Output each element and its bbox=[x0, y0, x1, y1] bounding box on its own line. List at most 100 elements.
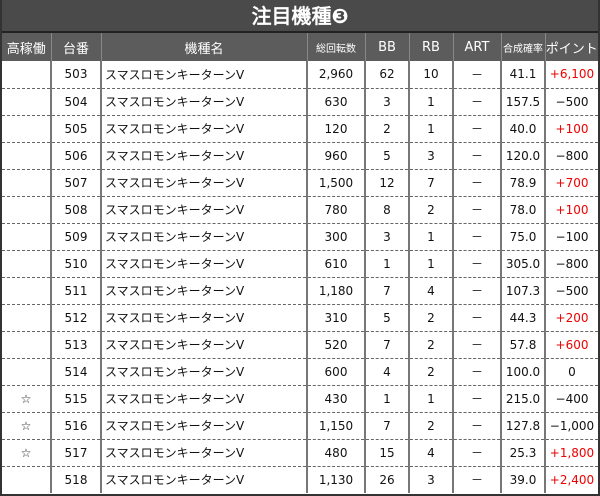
point: +200 bbox=[544, 304, 598, 332]
point: +1,800 bbox=[544, 439, 598, 467]
machine-no: 505 bbox=[50, 115, 101, 143]
header-bb: BB bbox=[364, 33, 409, 61]
bb-count: 12 bbox=[364, 169, 409, 197]
machine-no: 506 bbox=[50, 142, 101, 170]
high-usage-star bbox=[2, 196, 51, 224]
table-row: 510 スマスロモンキーターンV 610 1 1 － 305.0 −800 bbox=[2, 250, 598, 278]
bb-count: 8 bbox=[364, 196, 409, 224]
total-spins: 630 bbox=[306, 88, 365, 116]
art-count: － bbox=[452, 466, 501, 493]
high-usage-star bbox=[2, 223, 51, 251]
total-spins: 1,130 bbox=[306, 466, 365, 493]
machine-no: 510 bbox=[50, 250, 101, 278]
art-count: － bbox=[452, 169, 501, 197]
point: −100 bbox=[544, 223, 598, 251]
machine-name: スマスロモンキーターンV bbox=[100, 250, 307, 278]
table-row: 513 スマスロモンキーターンV 520 7 2 － 57.8 +600 bbox=[2, 331, 598, 359]
point: −1,000 bbox=[544, 412, 598, 440]
rb-count: 1 bbox=[408, 250, 453, 278]
art-count: － bbox=[452, 142, 501, 170]
point: −500 bbox=[544, 88, 598, 116]
point: 0 bbox=[544, 358, 598, 386]
table-row: 509 スマスロモンキーターンV 300 3 1 － 75.0 −100 bbox=[2, 223, 598, 251]
point: +600 bbox=[544, 331, 598, 359]
table-row: 503 スマスロモンキーターンV 2,960 62 10 － 41.1 +6,100 bbox=[2, 61, 598, 89]
rb-count: 3 bbox=[408, 466, 453, 493]
bb-count: 4 bbox=[364, 358, 409, 386]
combined-rate: 75.0 bbox=[500, 223, 545, 251]
art-count: － bbox=[452, 61, 501, 89]
table-row: ☆ 517 スマスロモンキーターンV 480 15 4 － 25.3 +1,800 bbox=[2, 439, 598, 467]
machine-name: スマスロモンキーターンV bbox=[100, 304, 307, 332]
table-row: 505 スマスロモンキーターンV 120 2 1 － 40.0 +100 bbox=[2, 115, 598, 143]
combined-rate: 25.3 bbox=[500, 439, 545, 467]
combined-rate: 44.3 bbox=[500, 304, 545, 332]
art-count: － bbox=[452, 223, 501, 251]
rb-count: 1 bbox=[408, 223, 453, 251]
combined-rate: 78.9 bbox=[500, 169, 545, 197]
table-row: 514 スマスロモンキーターンV 600 4 2 － 100.0 0 bbox=[2, 358, 598, 386]
header-row: 高稼働 台番 機種名 総回転数 BB RB ART 合成確率 ポイント bbox=[2, 33, 598, 61]
table-row: 506 スマスロモンキーターンV 960 5 3 － 120.0 −800 bbox=[2, 142, 598, 170]
bb-count: 5 bbox=[364, 304, 409, 332]
art-count: － bbox=[452, 88, 501, 116]
table-row: 512 スマスロモンキーターンV 310 5 2 － 44.3 +200 bbox=[2, 304, 598, 332]
combined-rate: 215.0 bbox=[500, 385, 545, 413]
high-usage-star bbox=[2, 61, 51, 89]
art-count: － bbox=[452, 115, 501, 143]
bb-count: 7 bbox=[364, 412, 409, 440]
machine-name: スマスロモンキーターンV bbox=[100, 115, 307, 143]
rb-count: 1 bbox=[408, 385, 453, 413]
machine-no: 516 bbox=[50, 412, 101, 440]
point: +6,100 bbox=[544, 61, 598, 89]
rb-count: 7 bbox=[408, 169, 453, 197]
high-usage-star: ☆ bbox=[2, 412, 51, 440]
high-usage-star bbox=[2, 304, 51, 332]
machine-no: 515 bbox=[50, 385, 101, 413]
high-usage-star: ☆ bbox=[2, 385, 51, 413]
total-spins: 780 bbox=[306, 196, 365, 224]
header-machine-name: 機種名 bbox=[100, 33, 307, 61]
machine-name: スマスロモンキーターンV bbox=[100, 466, 307, 493]
combined-rate: 127.8 bbox=[500, 412, 545, 440]
bb-count: 15 bbox=[364, 439, 409, 467]
rb-count: 3 bbox=[408, 142, 453, 170]
header-total-spins: 総回転数 bbox=[306, 33, 365, 61]
machine-name: スマスロモンキーターンV bbox=[100, 358, 307, 386]
high-usage-star bbox=[2, 331, 51, 359]
total-spins: 1,500 bbox=[306, 169, 365, 197]
point: +700 bbox=[544, 169, 598, 197]
table-row: 508 スマスロモンキーターンV 780 8 2 － 78.0 +100 bbox=[2, 196, 598, 224]
high-usage-star bbox=[2, 142, 51, 170]
high-usage-star bbox=[2, 250, 51, 278]
header-combined-rate: 合成確率 bbox=[500, 33, 545, 61]
high-usage-star bbox=[2, 115, 51, 143]
machine-name: スマスロモンキーターンV bbox=[100, 439, 307, 467]
machine-no: 503 bbox=[50, 61, 101, 89]
machine-no: 518 bbox=[50, 466, 101, 493]
machine-no: 517 bbox=[50, 439, 101, 467]
table-row: ☆ 516 スマスロモンキーターンV 1,150 7 2 － 127.8 −1,000 bbox=[2, 412, 598, 440]
high-usage-star: ☆ bbox=[2, 439, 51, 467]
bb-count: 26 bbox=[364, 466, 409, 493]
table-row: 518 スマスロモンキーターンV 1,130 26 3 － 39.0 +2,400 bbox=[2, 466, 598, 493]
header-machine-no: 台番 bbox=[50, 33, 101, 61]
point: +100 bbox=[544, 196, 598, 224]
machine-table: 高稼働 台番 機種名 総回転数 BB RB ART 合成確率 ポイント 503 スマスロモンキータ… bbox=[2, 33, 598, 493]
high-usage-star bbox=[2, 88, 51, 116]
combined-rate: 41.1 bbox=[500, 61, 545, 89]
bb-count: 1 bbox=[364, 250, 409, 278]
rb-count: 2 bbox=[408, 358, 453, 386]
machine-no: 504 bbox=[50, 88, 101, 116]
combined-rate: 157.5 bbox=[500, 88, 545, 116]
total-spins: 610 bbox=[306, 250, 365, 278]
combined-rate: 57.8 bbox=[500, 331, 545, 359]
total-spins: 300 bbox=[306, 223, 365, 251]
total-spins: 2,960 bbox=[306, 61, 365, 89]
bb-count: 3 bbox=[364, 88, 409, 116]
total-spins: 1,180 bbox=[306, 277, 365, 305]
rb-count: 4 bbox=[408, 277, 453, 305]
header-rb: RB bbox=[408, 33, 453, 61]
combined-rate: 100.0 bbox=[500, 358, 545, 386]
